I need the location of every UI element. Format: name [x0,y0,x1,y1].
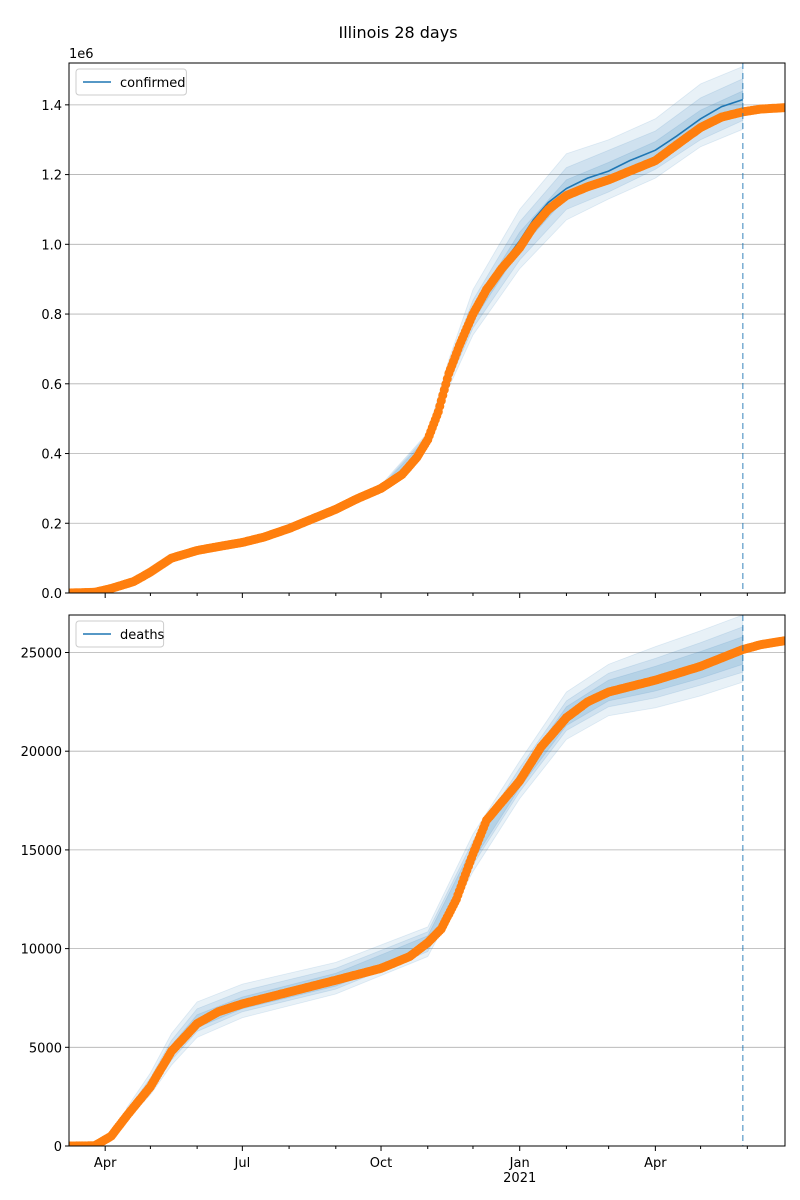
confirmed-chart: 0.0 0.2 0.4 0.6 0.8 1.0 1.2 1.4 1e6 confirmed [41,47,786,602]
plot-area [69,65,785,593]
legend: deaths [75,620,165,648]
data-point [780,636,785,646]
y-tick-label: 0.8 [41,308,62,323]
y-offset-label: 1e6 [69,47,94,62]
deaths-chart: 0 5000 10000 15000 20000 25000 Apr Jul Oct Jan202… [21,614,786,1186]
y-tick-label: 10000 [21,943,62,958]
y-tick-label: 25000 [21,647,62,662]
legend-box [75,620,165,648]
y-tick-label: 20000 [21,745,62,760]
data-point [780,103,785,113]
figure-title: Illinois 28 days [338,23,457,42]
x-tick-label: Apr [644,1156,667,1171]
series-line [69,649,744,1146]
legend-label: deaths [120,628,165,643]
y-tick-label: 1.2 [41,169,62,184]
legend-box [75,68,187,96]
axes-frame [68,614,786,1147]
y-tick-label: 1.4 [41,99,62,114]
y-tick-label: 0.6 [41,378,62,393]
y-tick-label: 1.0 [41,238,62,253]
y-tick-label: 15000 [21,844,62,859]
axes-frame [68,62,786,594]
plot-area [69,615,785,1146]
x-tick-label: Oct [370,1156,392,1171]
legend-label: confirmed [120,76,186,91]
x-tick-label: Jan [509,1156,530,1171]
y-tick-label: 0 [54,1140,62,1155]
y-tick-label: 5000 [29,1041,62,1056]
y-tick-label: 0.4 [41,448,62,463]
x-tick-label: Apr [94,1156,117,1171]
legend: confirmed [75,68,187,96]
x-tick-sublabel: 2021 [503,1171,536,1186]
y-tick-label: 0.2 [41,517,62,532]
y-tick-label: 0.0 [41,587,62,602]
x-tick-label: Jul [234,1156,251,1171]
